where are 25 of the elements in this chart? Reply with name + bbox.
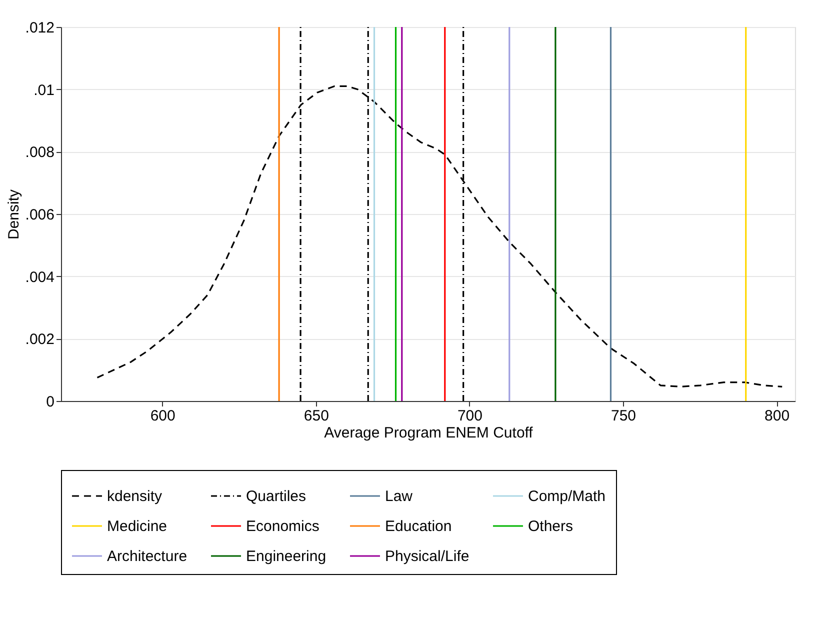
legend-label: Others xyxy=(528,518,574,535)
y-tick-label: .004 xyxy=(25,268,54,286)
y-axis-title: Density xyxy=(5,189,22,240)
y-tick-label: .012 xyxy=(25,20,54,36)
legend-label: Engineering xyxy=(246,548,326,565)
legend-label: Education xyxy=(385,518,452,535)
legend-label: Medicine xyxy=(107,518,168,535)
legend-label: Economics xyxy=(246,518,320,535)
x-axis-title: Average Program ENEM Cutoff xyxy=(324,424,534,442)
x-tick-label: 700 xyxy=(457,408,482,424)
y-tick-label: .002 xyxy=(25,331,54,348)
legend-label: Quartiles xyxy=(246,488,306,505)
x-tick-label: 800 xyxy=(764,408,790,424)
x-tick-label: 650 xyxy=(304,408,329,424)
y-tick-label: 0 xyxy=(46,394,54,410)
legend-label: Physical/Life xyxy=(385,548,470,565)
x-tick-label: 600 xyxy=(150,408,176,424)
x-tick-label: 750 xyxy=(611,408,636,424)
legend-label: Comp/Math xyxy=(528,488,606,505)
y-tick-label: .006 xyxy=(25,206,54,224)
legend-label: Law xyxy=(385,488,413,505)
y-tick-label: .008 xyxy=(25,144,54,162)
legend-label: Architecture xyxy=(107,548,188,565)
y-tick-label: .01 xyxy=(34,82,54,99)
legend-label: kdensity xyxy=(107,488,163,505)
